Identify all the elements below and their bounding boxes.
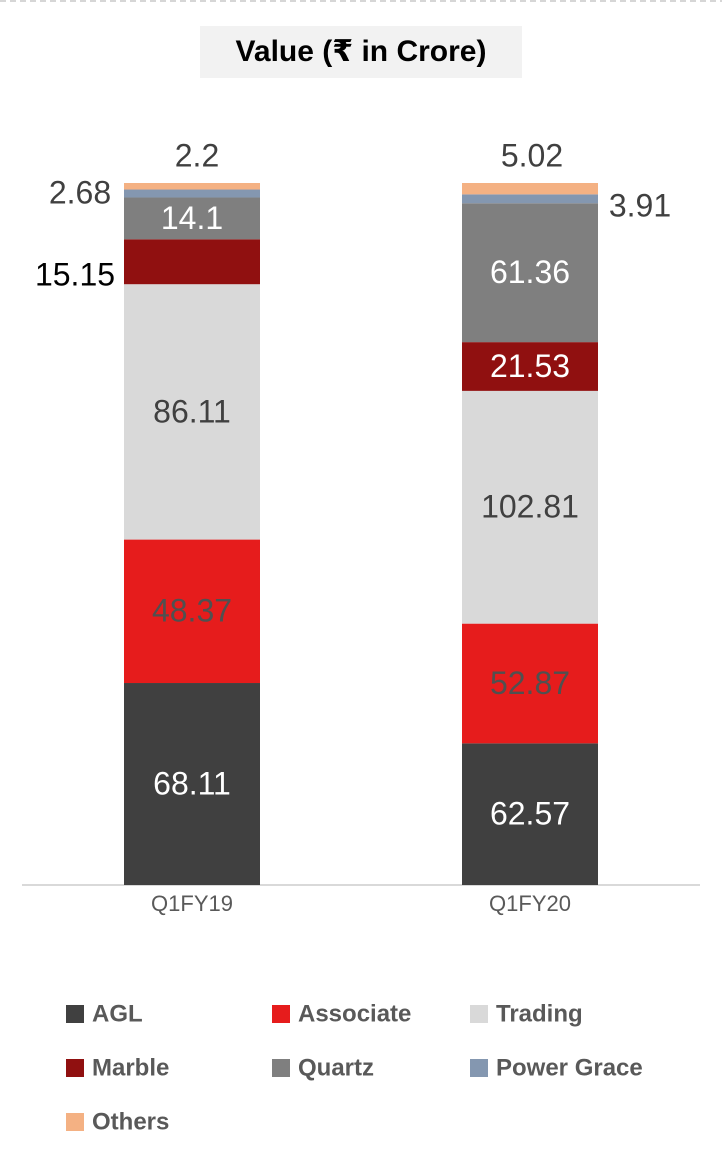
data-label: 15.15: [35, 256, 115, 292]
data-label: 5.02: [501, 137, 563, 173]
legend-swatch: [272, 1005, 290, 1023]
bar-segment: [124, 239, 260, 285]
x-tick-label: Q1FY19: [151, 891, 233, 916]
bar-segment: [124, 197, 260, 240]
data-label: 68.11: [153, 765, 231, 801]
data-label: 2.2: [175, 137, 219, 173]
data-label: 3.91: [609, 187, 671, 223]
data-label: 102.81: [481, 489, 579, 525]
legend-swatch: [66, 1113, 84, 1131]
legend-swatch: [66, 1005, 84, 1023]
legend-swatch: [272, 1059, 290, 1077]
bar-segment: [124, 683, 260, 885]
bar-segment: [462, 623, 598, 744]
bar-segment: [124, 183, 260, 190]
data-label: 52.87: [490, 665, 570, 701]
data-label: 86.11: [153, 393, 231, 429]
legend-label: Associate: [298, 1000, 411, 1027]
bar-segment: [462, 743, 598, 885]
bar-segment: [124, 189, 260, 198]
data-label: 2.68: [49, 174, 111, 210]
data-label: 62.57: [490, 796, 570, 832]
bar-segment: [462, 203, 598, 343]
data-label: 61.36: [490, 254, 570, 290]
legend-swatch: [470, 1059, 488, 1077]
data-label: 14.1: [161, 200, 223, 236]
bar-segment: [462, 183, 598, 195]
legend-label: Marble: [92, 1054, 169, 1081]
bar-segment: [124, 284, 260, 540]
title-background: [200, 26, 522, 78]
chart-title: Value (₹ in Crore): [236, 35, 487, 68]
legend-label: Trading: [496, 1000, 583, 1027]
legend-label: AGL: [92, 1000, 143, 1027]
bar-segment: [462, 342, 598, 391]
data-label: 48.37: [152, 593, 232, 629]
bar-segment: [124, 539, 260, 684]
legend-label: Quartz: [298, 1054, 374, 1081]
x-tick-label: Q1FY20: [489, 891, 571, 916]
legend-swatch: [66, 1059, 84, 1077]
bar-segment: [462, 194, 598, 204]
legend-swatch: [470, 1005, 488, 1023]
data-label: 21.53: [490, 348, 570, 384]
legend-label: Power Grace: [496, 1054, 643, 1081]
legend-label: Others: [92, 1108, 169, 1135]
bar-segment: [462, 390, 598, 624]
